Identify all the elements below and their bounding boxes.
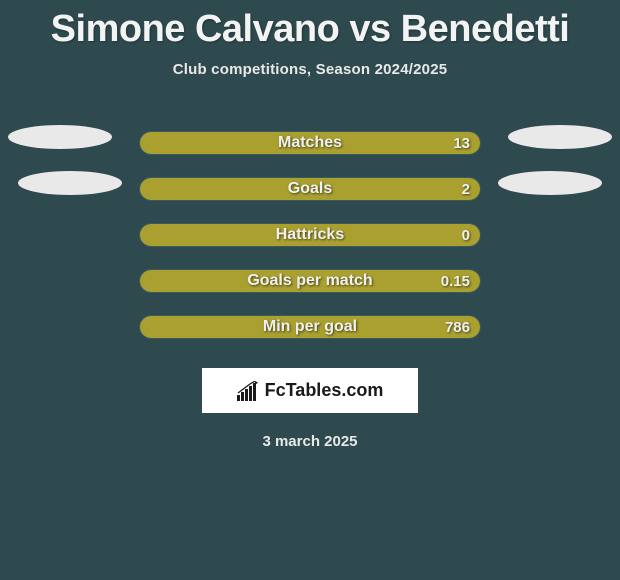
stat-value: 0.15 bbox=[441, 273, 470, 290]
stat-row: Goals 2 bbox=[0, 166, 620, 212]
stat-value: 0 bbox=[462, 227, 470, 244]
stat-bar-track: Min per goal 786 bbox=[139, 315, 481, 339]
stat-bar-track: Hattricks 0 bbox=[139, 223, 481, 247]
stat-bar-fill bbox=[140, 270, 480, 292]
stat-value: 2 bbox=[462, 181, 470, 198]
brand-name: FcTables.com bbox=[265, 380, 384, 401]
page-title: Simone Calvano vs Benedetti bbox=[51, 8, 570, 51]
stat-row: Min per goal 786 bbox=[0, 304, 620, 350]
stats-area: Matches 13 Goals 2 Hattricks 0 Goals per… bbox=[0, 120, 620, 350]
bar-chart-icon bbox=[237, 381, 261, 401]
season-subtitle: Club competitions, Season 2024/2025 bbox=[173, 61, 448, 78]
brand-logo-inner: FcTables.com bbox=[237, 380, 384, 401]
stat-bar-track: Goals 2 bbox=[139, 177, 481, 201]
stat-bar-fill bbox=[140, 224, 480, 246]
stat-value: 13 bbox=[453, 135, 470, 152]
stat-bar-track: Matches 13 bbox=[139, 131, 481, 155]
stat-bar-fill bbox=[140, 178, 480, 200]
comparison-card: Simone Calvano vs Benedetti Club competi… bbox=[0, 0, 620, 580]
stat-bar-fill bbox=[140, 316, 480, 338]
brand-logo-box[interactable]: FcTables.com bbox=[202, 368, 418, 413]
stat-row: Hattricks 0 bbox=[0, 212, 620, 258]
stat-bar-track: Goals per match 0.15 bbox=[139, 269, 481, 293]
stat-row: Goals per match 0.15 bbox=[0, 258, 620, 304]
stat-value: 786 bbox=[445, 319, 470, 336]
date-text: 3 march 2025 bbox=[262, 433, 357, 450]
stat-row: Matches 13 bbox=[0, 120, 620, 166]
stat-bar-fill bbox=[140, 132, 480, 154]
